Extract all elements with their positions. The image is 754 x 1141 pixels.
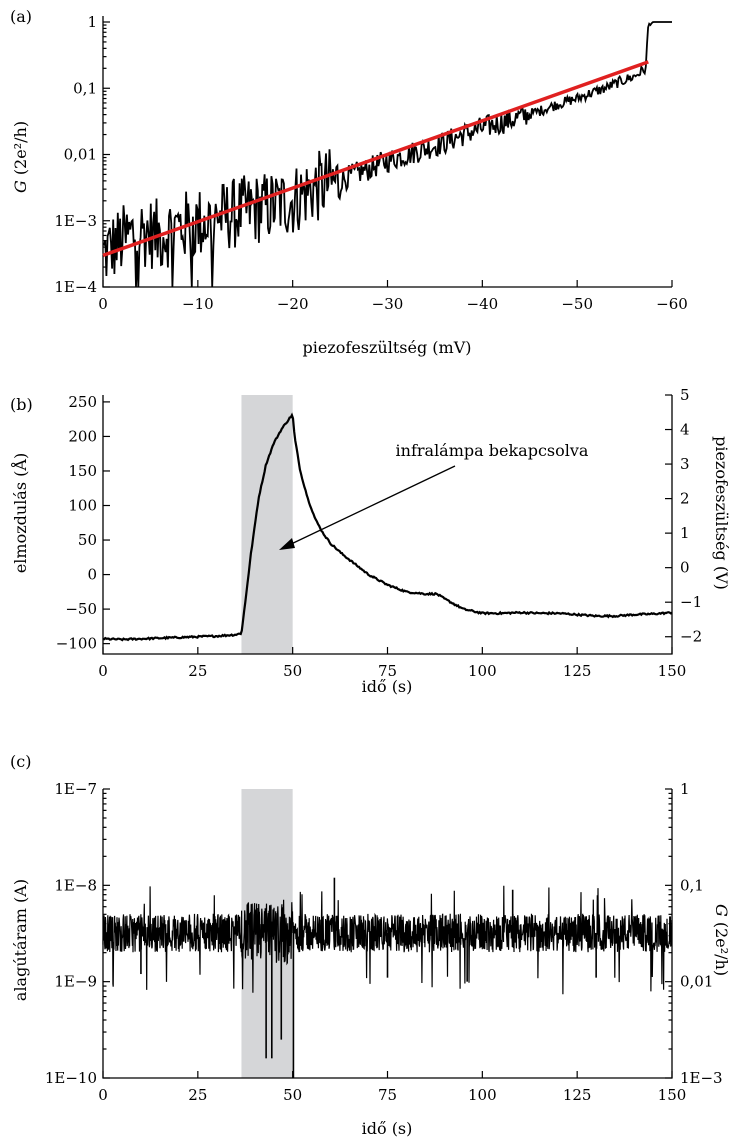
panel-c-y-right-tick-label: 0,1: [680, 876, 704, 894]
panel-b: (b) 0 25 50 75 100 125 150 −100−50050100150200…: [10, 386, 731, 696]
panel-c-x-ticks: 0 25 50 75 100 125 150: [98, 1071, 686, 1104]
panel-c-x-tick-label: 100: [468, 1086, 497, 1104]
panel-c-y-right-tick-label: 1E−3: [680, 1069, 723, 1087]
panel-b-label: (b): [10, 395, 33, 414]
panel-a-label: (a): [10, 7, 32, 26]
panel-b-y-tick-label: 150: [68, 462, 97, 480]
panel-a-axes: [102, 16, 672, 288]
panel-c-x-axis-label: idő (s): [362, 1119, 413, 1138]
panel-b-x-axis-label: idő (s): [362, 677, 413, 696]
panel-b-x-ticks: 0 25 50 75 100 125 150: [98, 647, 686, 680]
panel-b-annotation-arrow: [279, 465, 456, 550]
panel-c-x-tick-label: 75: [378, 1086, 397, 1104]
panel-b-right-y-axis-label: piezofeszültség (V): [712, 436, 731, 590]
panel-a-y-tick-label: 0,01: [64, 146, 97, 164]
panel-c-series: [102, 877, 673, 1078]
panel-b-y-tick-label: 100: [68, 497, 97, 515]
panel-a-x-tick-label: −60: [656, 295, 688, 313]
panel-a-x-axis-label: piezofeszültség (mV): [303, 338, 472, 357]
panel-b-y-right-tick-label: 2: [680, 490, 690, 508]
panel-b-series-displacement: [102, 412, 673, 642]
panel-c-right-y-axis-label-symbol: G: [712, 904, 731, 917]
panel-c-x-tick-label: 0: [98, 1086, 108, 1104]
panel-c-series-current: [102, 885, 673, 995]
panel-a-x-tick-label: −30: [372, 295, 404, 313]
panel-b-annotation: infralámpa bekapcsolva: [396, 441, 589, 460]
panel-c: (c) 0 25 50 75 100 125 150 1E−10 1E−9 1E−8 1E−7 1…: [10, 752, 731, 1138]
panel-a-series-red-fit: [102, 60, 649, 258]
panel-b-y-right-tick-label: 4: [680, 421, 690, 439]
panel-a-x-tick-label: −40: [467, 295, 499, 313]
panel-b-y-right-tick-label: 0: [680, 559, 690, 577]
panel-a-y-axis-label-symbol: G: [11, 180, 30, 193]
panel-b-x-tick-label: 25: [188, 662, 207, 680]
panel-b-y-right-tick-label: 3: [680, 455, 690, 473]
panel-c-y-tick-label: 1E−9: [54, 973, 97, 991]
panel-a-series: [102, 21, 672, 288]
panel-c-y-right-tick-label: 0,01: [680, 973, 713, 991]
panel-b-y-right-tick-label: 1: [680, 524, 690, 542]
panel-b-y-right-tick-label: 5: [680, 386, 690, 404]
panel-b-y-right-tick-label: −1: [680, 593, 702, 611]
panel-c-right-y-ticks: 1E−3 0,01 0,1 1: [665, 780, 723, 1087]
panel-a-y-tick-label: 1: [87, 13, 97, 31]
panel-b-shaded-span: [241, 395, 293, 654]
panel-a-y-axis-label: G (2e²/h): [11, 121, 30, 193]
panel-b-y-ticks: −100 −50 0 50 100 150 200 250: [56, 393, 110, 653]
panel-a-y-tick-label: 1E−4: [54, 278, 97, 296]
panel-a-x-tick-label: −10: [182, 295, 214, 313]
panel-b-x-tick-label: 0: [98, 662, 108, 680]
panel-c-x-tick-label: 50: [283, 1086, 302, 1104]
panel-c-x-tick-label: 125: [563, 1086, 592, 1104]
panel-b-x-tick-label: 125: [563, 662, 592, 680]
panel-a-y-ticks: 1E−4 1E−3 0,01 0,1 1: [54, 13, 110, 296]
panel-b-x-tick-label: 50: [283, 662, 302, 680]
panel-b-y-tick-label: −100: [56, 635, 97, 653]
panel-a-y-tick-label: 0,1: [73, 79, 97, 97]
panel-c-y-tick-label: 1E−10: [45, 1069, 97, 1087]
panel-a: (a) 0 −10 −20 −30 −40 −50 −60 1E−41E−30,010,11…: [10, 7, 688, 357]
panel-a-x-tick-label: −50: [561, 295, 593, 313]
panel-b-x-tick-label: 150: [658, 662, 687, 680]
panel-b-y-tick-label: 0: [87, 566, 97, 584]
panel-a-y-tick-label: 1E−3: [54, 212, 97, 230]
panel-c-right-y-axis-label: G (2e²/h): [712, 904, 731, 976]
panel-b-series: [102, 412, 673, 642]
panel-b-x-tick-label: 100: [468, 662, 497, 680]
panel-c-y-right-tick-label: 1: [680, 780, 690, 798]
panel-b-x-tick-label: 75: [378, 662, 397, 680]
panel-b-y-right-tick-label: −2: [680, 628, 702, 646]
panel-c-x-tick-label: 150: [658, 1086, 687, 1104]
panel-a-y-axis-label-unit: (2e²/h): [11, 121, 30, 180]
panel-b-y-tick-label: −50: [65, 600, 97, 618]
panel-c-label: (c): [10, 752, 31, 771]
panel-c-y-tick-label: 1E−8: [54, 876, 97, 894]
panel-b-right-y-ticks: −2 −1 0 1 2 3 4 5: [665, 386, 702, 646]
panel-b-y-tick-label: 50: [78, 531, 97, 549]
panel-c-x-tick-label: 25: [188, 1086, 207, 1104]
panel-c-y-axis-label: alagútáram (A): [11, 879, 30, 1001]
panel-a-x-tick-label: 0: [98, 295, 108, 313]
panel-a-x-ticks: 0 −10 −20 −30 −40 −50 −60: [98, 280, 688, 313]
panel-c-right-y-axis-label-unit: (2e²/h): [712, 917, 731, 976]
panel-b-y-axis-label: elmozdulás (Å): [10, 453, 30, 573]
panel-c-y-tick-label: 1E−7: [54, 780, 97, 798]
panel-a-x-tick-label: −20: [277, 295, 309, 313]
panel-b-y-tick-label: 250: [68, 393, 97, 411]
panel-b-y-tick-label: 200: [68, 427, 97, 445]
panel-c-y-ticks: 1E−10 1E−9 1E−8 1E−7: [45, 780, 110, 1087]
